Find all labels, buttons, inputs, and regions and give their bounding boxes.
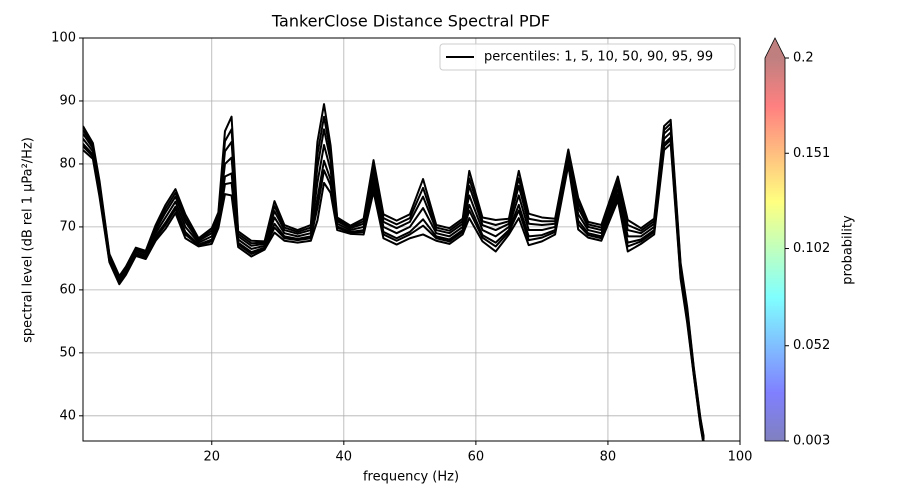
legend-label: percentiles: 1, 5, 10, 50, 90, 95, 99 (484, 50, 713, 65)
percentile-line (83, 136, 705, 441)
y-tick-label: 80 (59, 156, 76, 171)
colorbar-tick-label: 0.003 (793, 434, 830, 449)
x-tick-label: 20 (203, 450, 220, 465)
y-tick-label: 60 (59, 282, 76, 297)
x-axis-label: frequency (Hz) (363, 470, 459, 485)
percentile-line (83, 103, 705, 437)
colorbar-extend (765, 38, 785, 58)
y-tick-label: 90 (59, 93, 76, 108)
plot-frame (82, 37, 741, 442)
chart-title: TankerClose Distance Spectral PDF (271, 12, 550, 31)
legend-box (439, 43, 736, 71)
colorbar-tick-label: 0.151 (793, 146, 830, 161)
y-axis-label: spectral level (dB rel 1 µPa²/Hz) (21, 137, 36, 343)
colorbar (765, 58, 785, 441)
x-tick-label: 80 (600, 450, 617, 465)
percentile-line (83, 131, 705, 441)
colorbar-tick-label: 0.102 (793, 241, 830, 256)
y-tick-label: 70 (59, 219, 76, 234)
y-tick-label: 50 (59, 345, 76, 360)
y-tick-label: 40 (59, 408, 76, 423)
colorbar-frame (764, 37, 786, 442)
plot-area (83, 103, 705, 441)
x-tick-label: 60 (468, 450, 485, 465)
colorbar-label: probability (841, 215, 856, 285)
y-tick-label: 100 (51, 31, 76, 46)
x-tick-label: 100 (728, 450, 753, 465)
colorbar-tick-label: 0.2 (793, 51, 814, 66)
colorbar-tick-label: 0.052 (793, 338, 830, 353)
x-tick-label: 40 (336, 450, 353, 465)
